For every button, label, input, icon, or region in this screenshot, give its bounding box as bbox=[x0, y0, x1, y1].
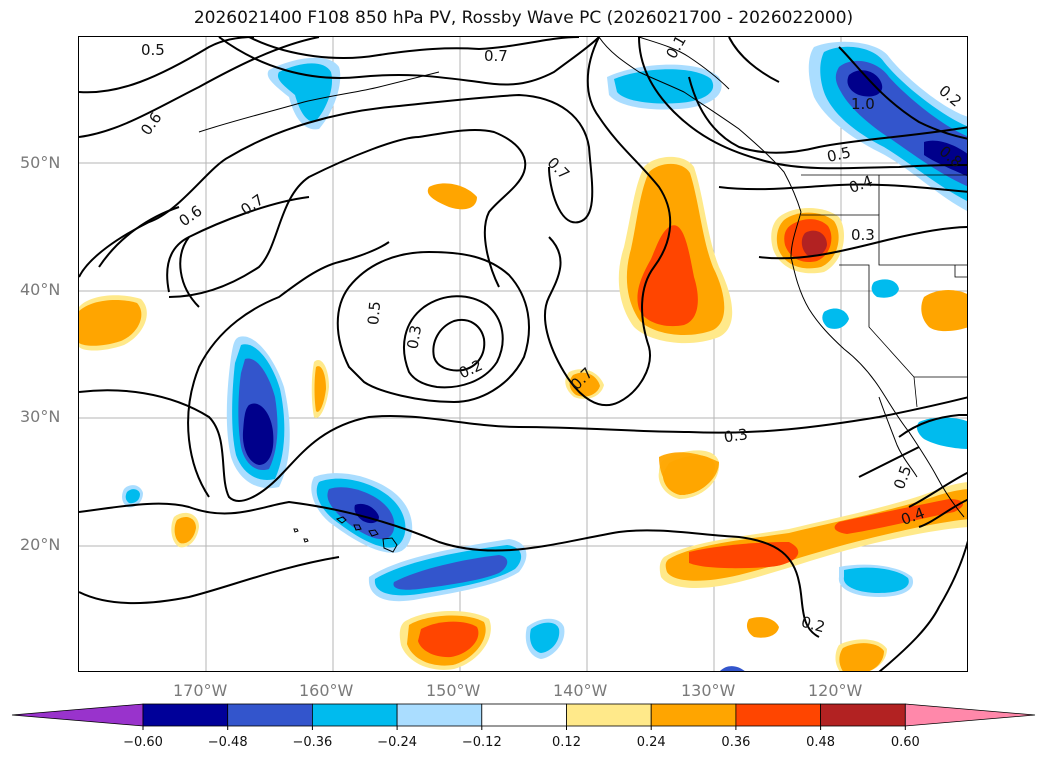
state-borders bbox=[801, 174, 967, 408]
plot-title: 2026021400 F108 850 hPa PV, Rossby Wave … bbox=[193, 8, 854, 28]
lon-label-130w: 130°W bbox=[681, 681, 736, 700]
colorbar: −0.60 −0.48 −0.36 −0.24 −0.12 0.12 0.24 0.36 0.4… bbox=[0, 700, 1047, 765]
shade-small-positives bbox=[79, 183, 967, 671]
colorbar-segment bbox=[650, 703, 737, 727]
shade-alaska-negative bbox=[267, 57, 341, 130]
shade-central-pacific-negative-a bbox=[226, 336, 290, 489]
colorbar-tick-label: 0.12 bbox=[552, 735, 581, 750]
hawaii-islands bbox=[293, 516, 398, 553]
colorbar-segment bbox=[227, 703, 313, 727]
colorbar-segment bbox=[481, 703, 567, 727]
lat-label-30n: 30°N bbox=[20, 407, 61, 426]
contour-label-0-2b: 0.2 bbox=[799, 613, 827, 637]
colorbar-segment bbox=[820, 703, 906, 727]
map-gridlines bbox=[79, 37, 967, 671]
colorbar-segment bbox=[396, 703, 483, 727]
contour-label-0-6a: 0.6 bbox=[137, 109, 165, 139]
contour-label-0-7c: 0.7 bbox=[544, 154, 574, 184]
lon-label-160w: 160°W bbox=[299, 681, 354, 700]
pv-contours bbox=[79, 37, 967, 671]
shade-northeast-pacific-positive bbox=[618, 156, 733, 344]
colorbar-segments bbox=[11, 703, 1036, 727]
contour-label-0-5d: 0.5 bbox=[825, 143, 852, 166]
shade-subtropical-positive-streak bbox=[659, 482, 967, 589]
shade-northeast-negative bbox=[808, 41, 967, 211]
contour-label-0-5c: 0.5 bbox=[890, 463, 915, 492]
lon-label-170w: 170°W bbox=[173, 681, 228, 700]
colorbar-tick-label: 0.48 bbox=[806, 735, 835, 750]
lon-label-120w: 120°W bbox=[808, 681, 863, 700]
colorbar-tick-label: −0.12 bbox=[462, 735, 502, 750]
contour-label-0-6b: 0.6 bbox=[176, 202, 206, 230]
colorbar-tick-label: −0.48 bbox=[208, 735, 248, 750]
contour-label-0-7a: 0.7 bbox=[484, 47, 508, 65]
colorbar-tick-label: −0.60 bbox=[123, 735, 163, 750]
lon-label-140w: 140°W bbox=[553, 681, 608, 700]
map-panel: 0.5 0.7 0.6 0.6 0.7 0.7 0.5 0.3 0.2 0.7 … bbox=[78, 36, 968, 672]
colorbar-svg: −0.60 −0.48 −0.36 −0.24 −0.12 0.12 0.24 0.36 0.4… bbox=[11, 703, 1036, 750]
colorbar-tick-label: −0.24 bbox=[377, 735, 417, 750]
lon-label-150w: 150°W bbox=[426, 681, 481, 700]
lat-label-40n: 40°N bbox=[20, 280, 61, 299]
shade-california-positive bbox=[771, 208, 844, 274]
contour-label-0-1: 0.1 bbox=[662, 37, 690, 62]
contour-label-0-5a: 0.5 bbox=[141, 41, 165, 59]
contour-label-1-0: 1.0 bbox=[851, 95, 875, 113]
lat-label-50n: 50°N bbox=[20, 153, 61, 172]
contour-label-0-3c: 0.3 bbox=[851, 226, 875, 244]
lat-label-20n: 20°N bbox=[20, 535, 61, 554]
colorbar-segment bbox=[566, 703, 652, 727]
contour-label-0-3b: 0.3 bbox=[723, 425, 749, 446]
colorbar-ticks: −0.60 −0.48 −0.36 −0.24 −0.12 0.12 0.24 0.36 0.4… bbox=[123, 726, 920, 750]
contour-label-0-5b: 0.5 bbox=[364, 300, 384, 325]
map-canvas: 0.5 0.7 0.6 0.6 0.7 0.7 0.5 0.3 0.2 0.7 … bbox=[79, 37, 967, 671]
colorbar-segment bbox=[735, 703, 822, 727]
colorbar-segment bbox=[142, 703, 229, 727]
shade-small-negatives bbox=[122, 279, 967, 659]
colorbar-tick-label: 0.24 bbox=[637, 735, 666, 750]
colorbar-tick-label: −0.36 bbox=[292, 735, 332, 750]
contour-label-0-4a: 0.4 bbox=[847, 172, 876, 197]
shade-hawaii-negative bbox=[311, 473, 413, 553]
colorbar-extend-max bbox=[904, 703, 1036, 727]
contour-label-0-3a: 0.3 bbox=[403, 324, 425, 351]
colorbar-segment bbox=[311, 703, 398, 727]
colorbar-extend-min bbox=[11, 703, 144, 727]
colorbar-tick-label: 0.60 bbox=[891, 735, 920, 750]
colorbar-tick-label: 0.36 bbox=[721, 735, 750, 750]
shade-subtropical-negative-streak bbox=[368, 539, 527, 602]
